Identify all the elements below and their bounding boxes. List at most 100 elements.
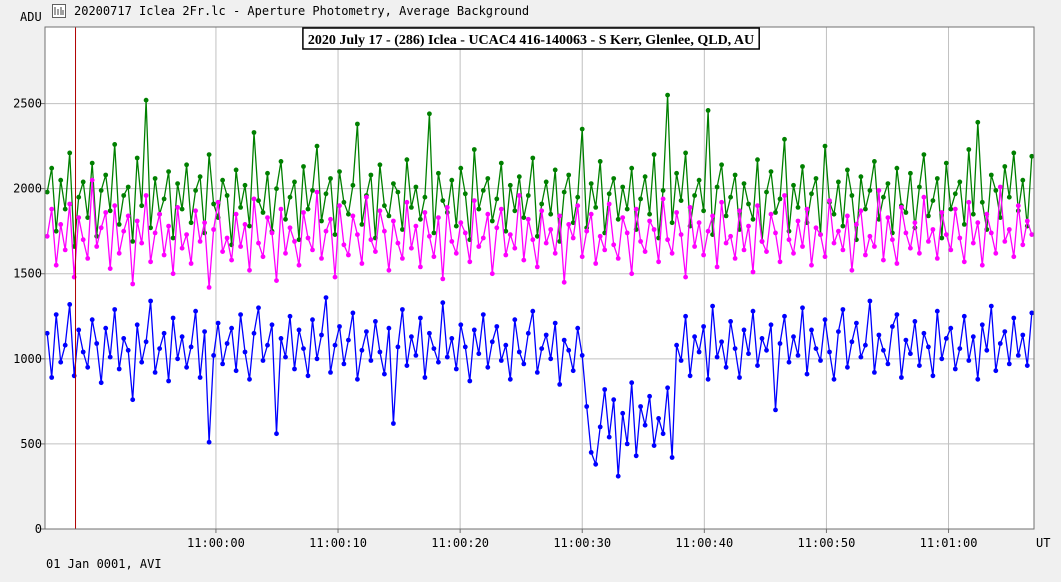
data-point (759, 336, 765, 341)
data-point (260, 358, 266, 363)
data-point (148, 259, 154, 265)
data-point (444, 205, 450, 210)
data-point (737, 208, 742, 214)
data-point (206, 152, 212, 158)
data-point (719, 162, 724, 168)
data-point (867, 233, 873, 239)
data-point (166, 223, 172, 229)
data-point (471, 147, 477, 152)
data-point (139, 240, 145, 246)
data-point (287, 225, 293, 231)
data-point (458, 165, 464, 171)
data-point (188, 344, 194, 350)
data-point (377, 208, 383, 214)
data-point (1011, 150, 1017, 156)
data-point (809, 327, 814, 333)
data-point (755, 203, 760, 209)
data-point (139, 203, 145, 209)
data-point (404, 199, 410, 205)
data-point (134, 155, 140, 161)
data-point (660, 196, 666, 202)
y-axis-label: ADU (20, 10, 42, 24)
data-point (750, 269, 756, 275)
data-point (404, 363, 410, 368)
data-point (602, 247, 608, 253)
data-point (350, 182, 356, 188)
data-point (409, 205, 414, 210)
data-point (337, 324, 342, 329)
data-point (1020, 242, 1026, 248)
data-point (979, 199, 985, 205)
data-point (561, 279, 567, 285)
data-point (1006, 361, 1012, 367)
data-point (444, 354, 450, 360)
data-point (696, 220, 702, 226)
data-point (512, 208, 518, 214)
data-point (476, 244, 482, 249)
data-point (997, 215, 1003, 221)
series-2 (44, 177, 1035, 290)
data-point (660, 431, 666, 437)
data-point (858, 354, 864, 360)
date-mode-label: 01 Jan 0001, AVI (46, 557, 162, 571)
data-point (332, 232, 338, 238)
data-point (984, 347, 990, 353)
data-point (557, 213, 563, 219)
data-point (750, 308, 756, 314)
data-point (467, 378, 473, 384)
data-point (615, 256, 621, 261)
series-line (46, 180, 1033, 288)
data-point (413, 184, 419, 190)
data-point (125, 347, 131, 353)
data-point (462, 344, 468, 350)
data-point (710, 303, 715, 309)
data-point (175, 181, 181, 187)
data-point (103, 325, 109, 331)
data-point (759, 239, 765, 244)
data-point (134, 218, 140, 224)
data-point (422, 375, 428, 380)
data-point (764, 249, 769, 255)
data-point (152, 370, 158, 375)
data-point (800, 244, 805, 249)
data-point (467, 259, 473, 265)
data-point (777, 259, 783, 265)
data-point (638, 196, 643, 202)
data-point (993, 368, 999, 374)
data-point (436, 215, 441, 221)
data-point (377, 162, 383, 168)
data-point (863, 252, 868, 258)
data-point (728, 194, 733, 200)
data-point (665, 92, 670, 98)
data-point (386, 213, 392, 219)
data-point (885, 215, 891, 221)
data-point (193, 208, 199, 214)
data-point (696, 177, 702, 183)
data-point (319, 256, 324, 261)
data-point (89, 317, 95, 323)
data-point (764, 347, 769, 353)
data-point (427, 233, 432, 239)
data-point (943, 160, 949, 166)
data-point (534, 370, 540, 375)
data-point (458, 322, 464, 328)
data-point (894, 312, 900, 317)
data-point (979, 322, 985, 328)
data-point (274, 186, 279, 192)
data-point (642, 174, 648, 180)
data-point (238, 244, 244, 249)
data-point (552, 167, 558, 173)
data-point (809, 191, 814, 197)
data-point (139, 359, 145, 365)
data-point (157, 346, 163, 351)
data-point (431, 254, 437, 260)
data-point (872, 244, 877, 249)
data-point (260, 210, 266, 215)
data-point (665, 385, 670, 391)
data-point (943, 336, 949, 341)
data-point (76, 194, 82, 200)
data-point (755, 157, 760, 163)
data-point (512, 245, 518, 251)
data-point (988, 230, 994, 236)
data-point (638, 239, 643, 244)
